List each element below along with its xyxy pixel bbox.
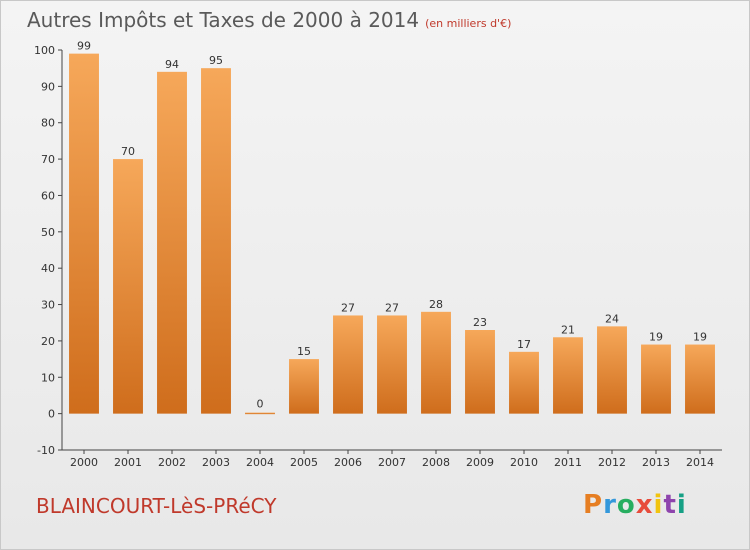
axes: -10 0 10 20 30 40 50 60 70 80 90 100 2000 2001 2002 200… bbox=[34, 44, 722, 469]
bar bbox=[465, 330, 495, 414]
bar bbox=[597, 326, 627, 414]
data-label: 15 bbox=[297, 345, 311, 358]
y-tick-label: 100 bbox=[34, 44, 55, 57]
data-label: 95 bbox=[209, 54, 223, 67]
x-tick-label: 2004 bbox=[246, 456, 274, 469]
y-tick-label: 90 bbox=[41, 80, 55, 93]
y-tick-label: 30 bbox=[41, 299, 55, 312]
logo-letter: x bbox=[635, 490, 654, 520]
bar bbox=[289, 359, 319, 414]
y-tick-label: 40 bbox=[41, 262, 55, 275]
x-tick-label: 2008 bbox=[422, 456, 450, 469]
logo-letter: r bbox=[603, 490, 617, 520]
bar bbox=[201, 68, 231, 414]
x-tick-label: 2011 bbox=[554, 456, 582, 469]
x-tick-label: 2009 bbox=[466, 456, 494, 469]
data-label: 24 bbox=[605, 312, 619, 325]
municipality-name: BLAINCOURT-LèS-PRéCY bbox=[36, 494, 277, 518]
x-tick-label: 2012 bbox=[598, 456, 626, 469]
y-tick-label: 20 bbox=[41, 335, 55, 348]
data-label: 19 bbox=[693, 331, 707, 344]
y-tick-label: 10 bbox=[41, 371, 55, 384]
data-label: 17 bbox=[517, 338, 531, 351]
bar bbox=[641, 344, 671, 414]
x-tick-label: 2005 bbox=[290, 456, 318, 469]
x-tick-label: 2000 bbox=[70, 456, 98, 469]
subtitle-text: (en milliers d'€) bbox=[425, 17, 512, 30]
bar bbox=[377, 315, 407, 414]
y-tick-label: 70 bbox=[41, 153, 55, 166]
x-tick-label: 2010 bbox=[510, 456, 538, 469]
logo-letter: P bbox=[583, 490, 604, 520]
bar bbox=[553, 337, 583, 414]
data-label: 21 bbox=[561, 323, 575, 336]
chart-title: Autres Impôts et Taxes de 2000 à 2014 (en… bbox=[27, 8, 511, 32]
data-label: 27 bbox=[341, 301, 355, 314]
data-label: 0 bbox=[257, 398, 264, 411]
y-tick-label: 0 bbox=[48, 408, 55, 421]
data-label: 19 bbox=[649, 331, 663, 344]
bars bbox=[69, 53, 715, 415]
x-tick-label: 2002 bbox=[158, 456, 186, 469]
data-label: 99 bbox=[77, 40, 91, 53]
x-tick-label: 2006 bbox=[334, 456, 362, 469]
logo-letter: i bbox=[653, 490, 664, 520]
logo-letter: o bbox=[616, 490, 636, 520]
data-label: 28 bbox=[429, 298, 443, 311]
bar bbox=[333, 315, 363, 414]
logo-letter: t bbox=[663, 490, 677, 520]
data-label: 70 bbox=[121, 145, 135, 158]
bar bbox=[157, 71, 187, 414]
data-label: 94 bbox=[165, 58, 179, 71]
bar bbox=[69, 53, 99, 414]
data-labels: 99 70 94 95 0 15 27 27 28 23 17 21 24 19 19 bbox=[77, 40, 707, 411]
x-tick-label: 2007 bbox=[378, 456, 406, 469]
title-text: Autres Impôts et Taxes de 2000 à 2014 bbox=[27, 8, 420, 32]
proxiti-logo: Proxiti bbox=[583, 490, 687, 520]
x-tick-label: 2003 bbox=[202, 456, 230, 469]
x-tick-label: 2014 bbox=[686, 456, 714, 469]
bar bbox=[421, 311, 451, 414]
y-tick-label: 80 bbox=[41, 117, 55, 130]
y-tick-label: -10 bbox=[37, 444, 55, 457]
x-tick-label: 2001 bbox=[114, 456, 142, 469]
y-tick-label: 50 bbox=[41, 226, 55, 239]
logo-letter: i bbox=[676, 490, 687, 520]
y-tick-label: 60 bbox=[41, 189, 55, 202]
bar bbox=[245, 412, 275, 415]
bar bbox=[685, 344, 715, 414]
x-tick-label: 2013 bbox=[642, 456, 670, 469]
bar bbox=[113, 159, 143, 414]
bar bbox=[509, 351, 539, 414]
data-label: 27 bbox=[385, 301, 399, 314]
data-label: 23 bbox=[473, 316, 487, 329]
